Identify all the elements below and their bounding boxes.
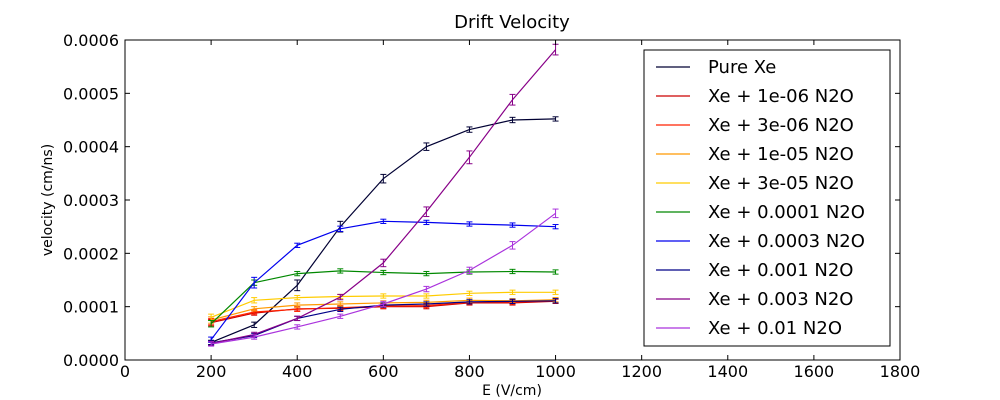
data-point-5-2 [294,270,301,277]
data-point-7-7 [509,298,516,304]
legend-label: Xe + 1e-06 N2O [708,86,854,107]
data-point-8-3 [337,293,344,301]
legend-item-1: Xe + 1e-06 N2O [656,86,854,107]
data-point-0-6 [466,126,473,133]
data-point-5-8 [552,269,559,275]
data-point-9-8 [552,208,559,219]
legend-item-3: Xe + 1e-05 N2O [656,144,854,165]
legend-label: Xe + 3e-06 N2O [708,115,854,136]
legend-label: Xe + 0.01 N2O [708,318,842,339]
data-point-9-5 [423,285,430,293]
legend-item-9: Xe + 0.01 N2O [656,318,842,339]
data-point-6-6 [466,221,473,227]
x-tick-label: 800 [454,362,485,381]
y-tick-label: 0.0003 [63,191,119,210]
x-tick-label: 1800 [880,362,921,381]
y-tick-label: 0.0002 [63,244,119,263]
x-tick-label: 1400 [707,362,748,381]
data-point-8-7 [509,93,516,106]
legend-label: Xe + 0.0001 N2O [708,202,865,223]
x-tick-label: 1600 [794,362,835,381]
data-point-7-6 [466,299,473,305]
data-point-4-7 [509,289,516,295]
data-point-8-5 [423,206,430,218]
legend-item-6: Xe + 0.0003 N2O [656,231,865,252]
data-point-0-4 [380,173,387,184]
legend-label: Xe + 0.001 N2O [708,260,853,281]
y-tick-label: 0.0006 [63,31,119,50]
data-point-6-1 [251,276,258,289]
data-point-0-7 [509,116,516,124]
y-tick-label: 0.0001 [63,298,119,317]
plot-area: 0 200 400 600 800 1000 1200 1400 1600 1800 0.0000 0… [63,31,920,381]
legend-item-5: Xe + 0.0001 N2O [656,202,865,223]
data-point-4-2 [294,294,301,301]
data-point-7-3 [337,306,344,312]
data-point-6-8 [552,224,559,230]
data-point-6-2 [294,242,301,248]
x-tick-label: 400 [282,362,313,381]
data-point-4-1 [251,297,258,304]
data-point-9-2 [294,324,301,330]
data-point-6-3 [337,225,344,232]
data-point-7-8 [552,298,559,304]
data-point-8-8 [552,43,559,56]
data-point-3-3 [337,301,344,307]
legend-label: Xe + 1e-05 N2O [708,144,854,165]
chart-title: Drift Velocity [454,12,570,33]
data-point-3-1 [251,306,258,312]
legend-label: Xe + 0.0003 N2O [708,231,865,252]
data-point-9-4 [380,300,387,308]
legend-item-7: Xe + 0.001 N2O [656,260,853,281]
series-line-9 [211,212,556,345]
data-point-3-2 [294,302,301,308]
data-point-5-5 [423,270,430,277]
data-point-0-5 [423,142,430,151]
data-point-4-8 [552,289,559,295]
y-tick-label: 0.0005 [63,84,119,103]
data-point-8-6 [466,150,473,165]
legend-item-2: Xe + 3e-06 N2O [656,115,854,136]
x-tick-label: 0 [120,362,130,381]
data-point-0-1 [251,321,258,328]
data-point-8-4 [380,258,387,268]
data-point-6-7 [509,222,516,228]
data-point-4-5 [423,293,430,299]
data-point-5-7 [509,268,516,275]
y-tick-label: 0.0004 [63,138,119,157]
data-point-9-3 [337,313,344,319]
legend: Pure Xe Xe + 1e-06 N2O Xe + 3e-06 N2O Xe + … [643,49,891,347]
x-axis-label: E (V/cm) [482,383,542,399]
data-point-0-8 [552,116,559,122]
data-point-5-0 [208,320,215,328]
legend-label: Pure Xe [708,57,776,78]
legend-label: Xe + 0.003 N2O [708,289,853,310]
data-point-6-5 [423,219,430,226]
data-point-9-6 [466,266,473,275]
x-tick-label: 1000 [535,362,576,381]
data-point-9-1 [251,334,258,340]
data-point-0-2 [294,279,301,292]
y-tick-label: 0.0000 [63,351,119,370]
legend-box [643,49,891,347]
legend-item-0: Pure Xe [656,57,776,78]
data-point-8-2 [294,315,301,322]
x-tick-label: 1200 [621,362,662,381]
data-point-6-4 [380,218,387,224]
legend-item-4: Xe + 3e-05 N2O [656,173,854,194]
data-point-9-0 [208,341,215,347]
data-point-5-4 [380,269,387,276]
data-point-4-6 [466,290,473,296]
data-point-7-5 [423,301,430,307]
data-point-9-7 [509,241,516,250]
x-tick-label: 600 [368,362,399,381]
y-axis-label: velocity (cm/ns) [40,144,56,256]
legend-label: Xe + 3e-05 N2O [708,173,854,194]
legend-item-8: Xe + 0.003 N2O [656,289,853,310]
x-tick-label: 200 [196,362,227,381]
data-point-4-4 [380,293,387,299]
data-point-5-3 [337,268,344,274]
